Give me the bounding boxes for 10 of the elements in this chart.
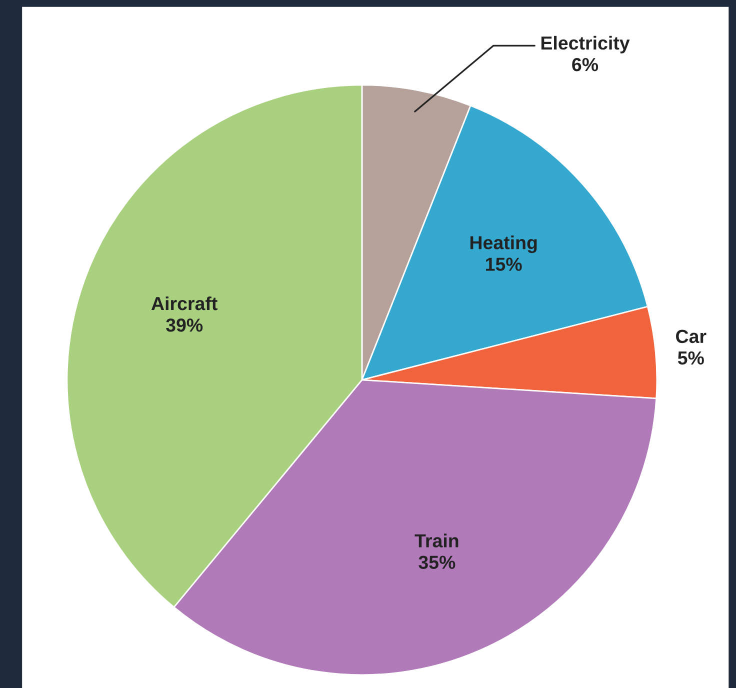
data-label: 5% <box>678 351 704 365</box>
slice-label: Electricity <box>541 36 630 54</box>
data-label: 35% <box>418 556 456 570</box>
data-label: 6% <box>572 58 598 72</box>
data-label: 39% <box>166 318 203 332</box>
slice-label: Car <box>676 330 706 344</box>
slice-label: Heating <box>470 236 537 254</box>
data-label: 15% <box>486 258 522 271</box>
slice-label: Aircraft <box>151 296 218 310</box>
slice-label: Train <box>414 534 458 548</box>
